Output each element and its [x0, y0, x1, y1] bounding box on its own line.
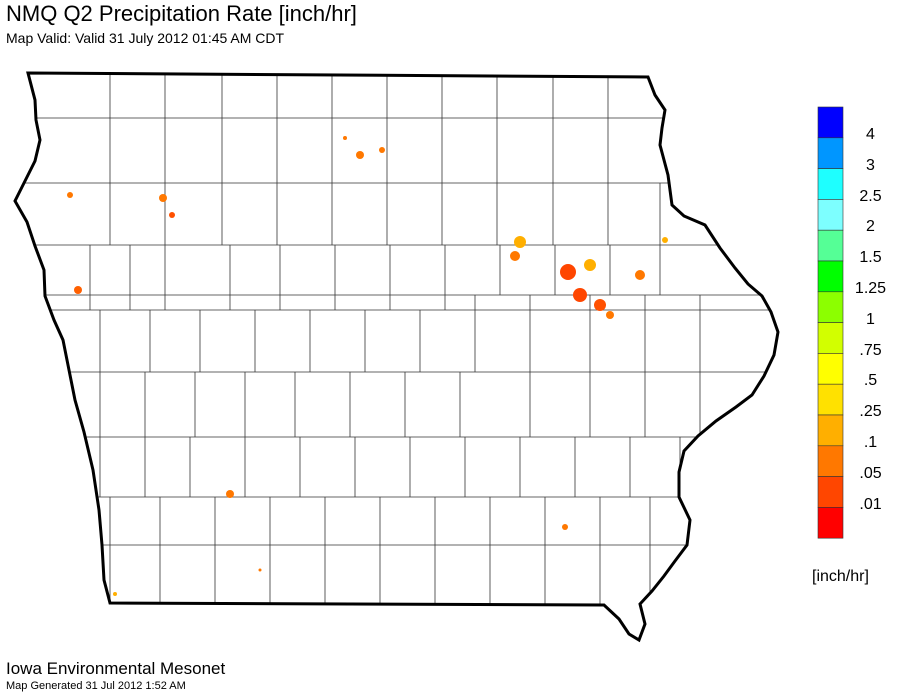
- footer-organization: Iowa Environmental Mesonet: [6, 659, 226, 678]
- precip-cell: [606, 311, 614, 319]
- legend-label: 2: [866, 218, 875, 236]
- precip-cell: [510, 251, 520, 261]
- precip-cell: [594, 299, 606, 311]
- legend-swatch: [817, 445, 844, 477]
- precip-cell: [584, 259, 596, 271]
- precip-cell: [159, 194, 167, 202]
- legend-swatch: [817, 106, 844, 139]
- precip-cell: [169, 212, 175, 218]
- legend-label: 1.5: [859, 249, 882, 267]
- precip-cell: [562, 524, 568, 530]
- precip-cell: [343, 136, 347, 140]
- legend-swatch: [817, 291, 844, 323]
- precip-cell: [514, 236, 526, 248]
- precip-cell: [635, 270, 645, 280]
- legend-swatch: [817, 383, 844, 416]
- precip-cell: [67, 192, 73, 198]
- legend-swatch: [817, 137, 844, 169]
- footer-generated-time: Map Generated 31 Jul 2012 1:52 AM: [6, 680, 186, 692]
- legend-swatch: [817, 229, 844, 262]
- legend-swatch: [817, 353, 844, 385]
- precip-cell: [226, 490, 234, 498]
- legend-label: .25: [859, 403, 882, 421]
- precip-cell: [573, 288, 587, 302]
- legend-swatch: [817, 414, 844, 447]
- iowa-state-outline: [13, 71, 780, 643]
- precip-cell: [356, 151, 364, 159]
- legend-swatch: [817, 199, 844, 231]
- legend-label: .5: [863, 372, 878, 390]
- legend-label: .01: [859, 495, 882, 513]
- legend-label: 3: [866, 156, 875, 174]
- legend-label: 2.5: [859, 187, 882, 205]
- county-boundaries: [15, 73, 778, 605]
- legend-swatch: [817, 322, 844, 354]
- legend-label: .1: [863, 434, 878, 451]
- legend-colorbar: [817, 106, 844, 539]
- map-valid-time: Map Valid: Valid 31 July 2012 01:45 AM C…: [6, 30, 285, 46]
- legend-label: .75: [859, 341, 882, 359]
- precip-cell: [560, 264, 576, 280]
- legend-label: .05: [859, 464, 882, 482]
- legend-swatch: [817, 260, 844, 293]
- legend-units: [inch/hr]: [812, 568, 869, 585]
- precip-cell: [258, 568, 262, 572]
- precipitation-areas: [67, 136, 668, 596]
- legend-swatch: [817, 507, 844, 539]
- map-title: NMQ Q2 Precipitation Rate [inch/hr]: [6, 1, 357, 26]
- precip-cell: [662, 237, 668, 243]
- legend-label: 1: [866, 310, 875, 328]
- precip-cell: [379, 147, 385, 153]
- precip-cell: [74, 286, 82, 294]
- precip-cell: [113, 592, 117, 596]
- legend-swatch: [817, 476, 844, 508]
- legend-label: 1.25: [854, 280, 887, 297]
- legend-swatch: [817, 168, 844, 200]
- legend-label: 4: [866, 126, 875, 143]
